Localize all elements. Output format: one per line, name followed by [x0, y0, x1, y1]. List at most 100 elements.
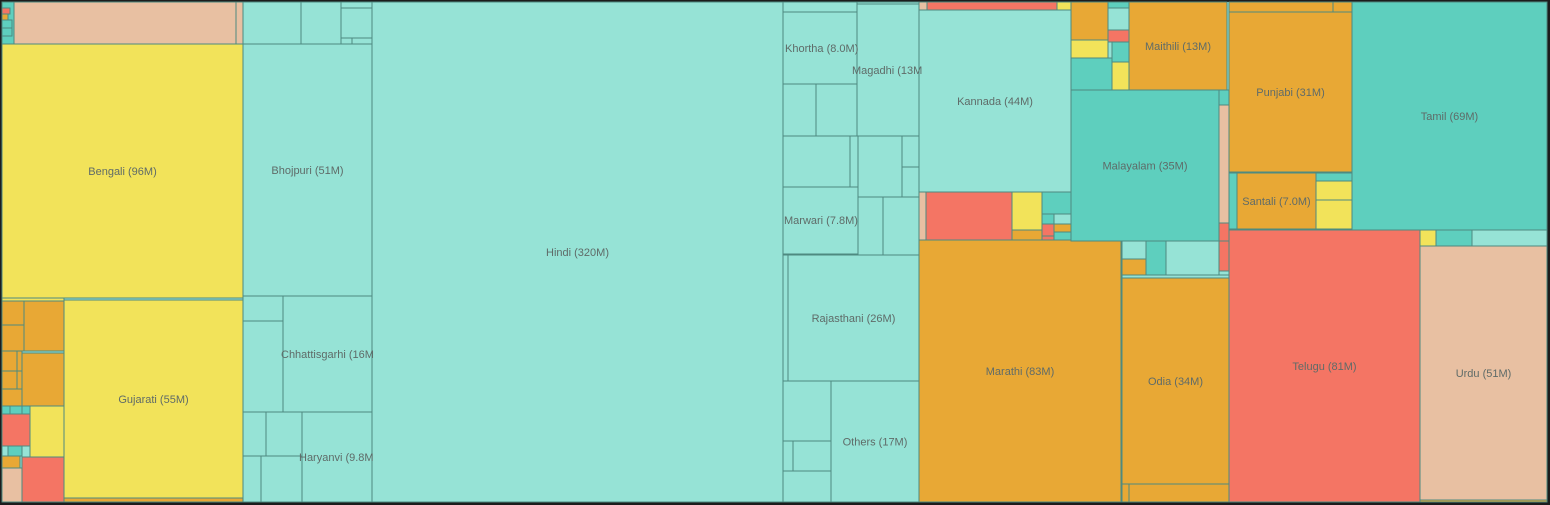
treemap-tile-minor [1, 370, 18, 390]
treemap-tile-minor [23, 300, 65, 352]
treemap-tile-minor [1435, 229, 1473, 247]
treemap-tile-minor [1218, 222, 1230, 242]
treemap-tile-minor [242, 1, 302, 45]
treemap-tile-minor [351, 37, 373, 45]
treemap-tile-khortha [782, 11, 858, 85]
treemap-tile-minor [782, 83, 817, 137]
treemap-tile-tamil [1351, 1, 1548, 231]
treemap-tile-minor [782, 254, 789, 382]
treemap-tile-minor [1070, 39, 1109, 59]
treemap-tile-minor [1111, 41, 1130, 63]
treemap-tile-minor [901, 135, 920, 168]
treemap-tile-bengali [1, 43, 244, 299]
treemap-tile-minor [1471, 229, 1548, 247]
treemap-tile-minor [21, 405, 31, 415]
treemap-tile-minor [857, 196, 884, 256]
treemap-tile-minor [1315, 199, 1353, 230]
treemap-tile-minor [1070, 57, 1113, 91]
treemap-tile-minor [242, 411, 267, 457]
treemap-tile-minor [1218, 240, 1230, 272]
treemap-tile-minor [16, 350, 23, 372]
treemap-tile-minor [1111, 61, 1130, 91]
treemap-tile-minor [1, 350, 18, 372]
treemap-tile-minor [849, 135, 859, 188]
treemap-tile-minor [918, 191, 927, 241]
treemap-tile-minor [782, 135, 851, 188]
treemap-tile-minor [1332, 1, 1353, 13]
treemap-tile-minor [918, 1, 928, 11]
treemap-tile-chhattisgarhi [282, 295, 373, 413]
treemap-tile-minor [1053, 213, 1072, 225]
treemap-tile-minor [63, 497, 244, 503]
treemap-tile-minor [1228, 172, 1238, 230]
treemap-tile-minor [1053, 223, 1072, 233]
treemap-tile-minor [1, 413, 31, 447]
treemap-tile-minor [782, 1, 858, 13]
treemap-tile-santali [1236, 172, 1317, 230]
treemap-tile-minor [21, 352, 65, 407]
treemap-tile-minor [260, 455, 303, 503]
treemap-tile-minor [13, 1, 237, 45]
treemap-tile-minor [1228, 1, 1334, 13]
treemap-tile-marwari [782, 186, 859, 255]
treemap-tile-minor [242, 320, 284, 413]
treemap-tile-minor [265, 411, 303, 457]
treemap-tile-minor [29, 405, 65, 458]
treemap-tile-minor [21, 456, 65, 503]
treemap-tile-gujarati [63, 299, 244, 499]
treemap-tile-minor [7, 445, 23, 457]
treemap-tile-minor [1, 300, 25, 326]
treemap-tile-minor [1, 27, 13, 37]
treemap-tile-minor [1041, 191, 1072, 215]
treemap-tile-bhojpuri [242, 43, 373, 297]
treemap-tile-minor [1315, 180, 1353, 201]
treemap-tile-minor [300, 1, 342, 45]
treemap-tile-hindi [371, 1, 784, 503]
treemap-tile-minor [9, 405, 23, 415]
treemap-tile-minor [235, 1, 244, 45]
treemap-tile-magadhi [856, 3, 920, 137]
treemap-tile-urdu [1419, 245, 1548, 501]
treemap-tile-rajasthani [787, 254, 920, 382]
treemap-tile-minor [1145, 240, 1167, 276]
treemap-tile-minor [1041, 213, 1055, 225]
treemap-tile-minor [1218, 104, 1230, 224]
treemap-tile-minor [782, 470, 832, 503]
treemap-tile-kannada [918, 9, 1072, 193]
treemap-tile-minor [1, 445, 9, 457]
treemap-tile-telugu [1228, 229, 1421, 503]
treemap-tile-minor [1128, 483, 1230, 503]
treemap-tile-minor [1041, 223, 1055, 237]
treemap-tile-minor [1056, 1, 1072, 11]
treemap-tile-minor [815, 83, 858, 137]
treemap-tile-minor [16, 370, 23, 390]
treemap-tile-minor [1121, 483, 1130, 503]
treemap-tile-minor [882, 196, 920, 256]
treemap-tile-minor [1419, 229, 1437, 247]
treemap-tile-minor [1, 455, 21, 469]
treemap-tile-malayalam [1070, 89, 1220, 242]
treemap-tile-minor [782, 380, 832, 442]
treemap-tile-minor [1053, 231, 1072, 241]
treemap-tile-minor [792, 440, 832, 472]
treemap-tile-minor [340, 37, 353, 45]
treemap-tile-haryanvi [301, 411, 373, 503]
treemap-tile-minor [1041, 235, 1055, 241]
treemap-tile-minor [340, 1, 373, 9]
treemap-tile-punjabi [1228, 11, 1353, 173]
treemap-tile-minor [1011, 191, 1043, 231]
treemap-tile-odia [1121, 277, 1230, 485]
treemap-tile-minor [925, 191, 1013, 241]
treemap-tile-minor [857, 135, 903, 198]
treemap-tile-minor [1011, 229, 1043, 241]
treemap-tile-minor [1218, 89, 1230, 106]
treemap-tile-minor [1, 388, 23, 407]
treemap-tile-maithili [1128, 1, 1228, 91]
treemap-tile-minor [242, 295, 284, 322]
treemap-tile-minor [1107, 29, 1130, 43]
treemap-tile-minor [1121, 258, 1147, 276]
treemap-tile-marathi [918, 239, 1122, 503]
treemap-tile-minor [1070, 1, 1109, 41]
